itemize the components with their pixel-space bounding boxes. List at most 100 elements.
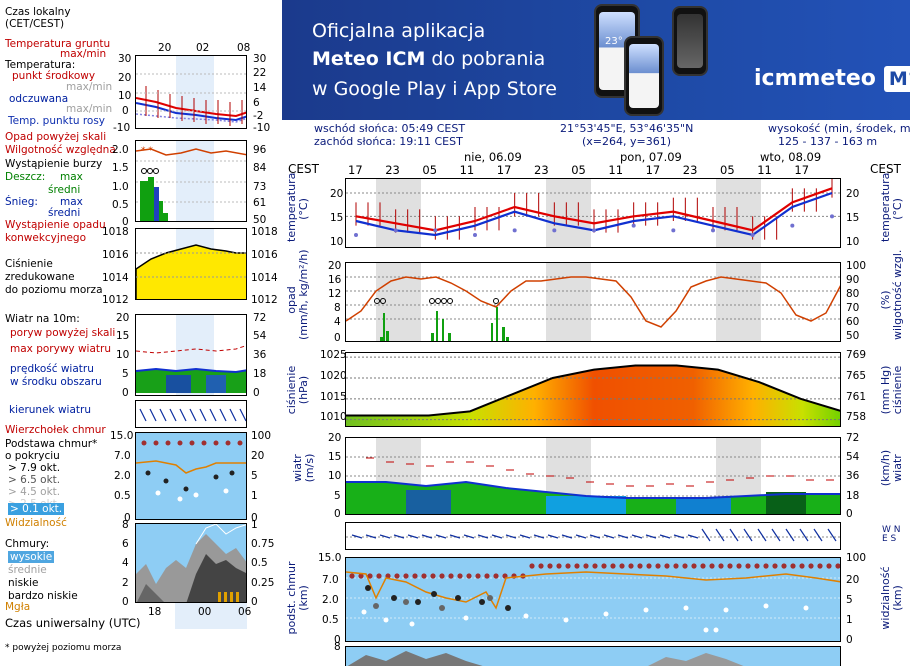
wind-right-0: 0 xyxy=(253,387,260,399)
temp-left-10: 10 xyxy=(118,90,132,102)
cloud-top-dot xyxy=(664,563,670,569)
hour-tick: 05 xyxy=(422,163,438,177)
temp-left-neg10: -10 xyxy=(113,122,131,134)
gust-max-label: max porywy wiatru xyxy=(10,343,112,355)
base-left-05: 0.5 xyxy=(114,490,131,502)
storm-label: Wystąpienie burzy xyxy=(5,158,103,170)
bottom-tick-2: 00 xyxy=(198,606,212,618)
wind-left-20: 20 xyxy=(116,312,130,324)
wind-right-54: 54 xyxy=(253,330,267,342)
grid-text: (x=264, y=361) xyxy=(582,135,672,148)
hour-tick: 23 xyxy=(682,163,698,177)
wind-right-72: 72 xyxy=(253,312,267,324)
cloud-top-dot xyxy=(547,563,553,569)
temp-axis-r15: 15 xyxy=(846,212,860,224)
hour-tick: 23 xyxy=(534,163,549,177)
precip-left-15: 1.5 xyxy=(112,162,129,174)
wind-direction-panel xyxy=(345,522,841,550)
windkmh-axis-0: 0 xyxy=(846,508,853,520)
cloud-top-dot xyxy=(493,573,499,579)
promo-banner[interactable]: Oficjalna aplikacja Meteo ICM do pobrani… xyxy=(282,0,910,120)
precip-above-label: Opad powyżej skali xyxy=(5,131,107,143)
cloud-right-075: 0.75 xyxy=(251,538,275,550)
cloud-top-dot xyxy=(700,563,706,569)
temp-axis-label-right: temperatura (°C) xyxy=(879,172,904,242)
cloudbase-axis-label: podst. chmur (km) xyxy=(285,561,310,635)
soil-maxmin-label: max/min xyxy=(60,48,107,60)
day-label-3: wto, 08.09 xyxy=(760,150,822,164)
hour-tick: 17 xyxy=(645,163,661,177)
dew-point-point xyxy=(671,228,676,233)
precip-left-05: 0.5 xyxy=(112,199,129,211)
hour-tick: 17 xyxy=(348,163,363,177)
cloud-right-05: 0.5 xyxy=(251,557,268,569)
cloud-top-dot xyxy=(799,563,805,569)
cloud-top-dot xyxy=(610,563,616,569)
wind-left-0: 0 xyxy=(122,387,129,399)
precip-right-84: 84 xyxy=(253,162,267,174)
cloudbase-panel xyxy=(345,557,841,642)
dew-point-point xyxy=(512,228,517,233)
precip-right-61: 61 xyxy=(253,197,267,209)
legend-winddir-panel xyxy=(135,400,247,428)
cloud-top-dot xyxy=(646,563,652,569)
cloud-top-dot xyxy=(601,563,607,569)
pressmm-axis-769: 769 xyxy=(846,349,867,361)
pressure-panel xyxy=(345,352,841,427)
cloud-top-dot xyxy=(592,563,598,569)
legend-temp-panel xyxy=(135,55,247,129)
phone-image-3 xyxy=(672,6,708,76)
windkmh-axis-54: 54 xyxy=(846,451,860,463)
wind-left-5: 5 xyxy=(122,368,129,380)
cloud-top-dot xyxy=(691,563,697,569)
meteogram: CEST CEST nie, 06.09 pon, 07.09 wto, 08.… xyxy=(282,150,910,666)
press-left-1012: 1012 xyxy=(102,294,129,306)
svg-text:* *: * * xyxy=(141,146,153,156)
night-band xyxy=(546,179,591,247)
legend-panel: Czas lokalny (CET/CEST) 20 02 08 Tempera… xyxy=(0,0,282,660)
press-left-1018: 1018 xyxy=(102,226,129,238)
precip-axis-20: 20 xyxy=(328,260,342,272)
wind-right-36: 36 xyxy=(253,349,267,361)
feels-maxmin-label: max/min xyxy=(66,103,113,115)
cloud-top-dot xyxy=(475,573,481,579)
hum-axis-90: 90 xyxy=(846,274,860,286)
cloud-top-dot xyxy=(709,563,715,569)
windkmh-axis-72: 72 xyxy=(846,432,860,444)
dew-point-point xyxy=(631,223,636,228)
press-axis-1010: 1010 xyxy=(320,411,347,423)
base-left-7: 7.0 xyxy=(114,450,131,462)
cloud-top-dot xyxy=(655,563,661,569)
cloud-top-dot xyxy=(430,573,436,579)
vis-axis-0: 0 xyxy=(846,634,853,646)
cloud-right-025: 0.25 xyxy=(251,577,275,589)
temp-axis-10: 10 xyxy=(330,236,344,248)
sunset-text: zachód słońca: 19:11 CEST xyxy=(314,135,463,148)
pressure-area xyxy=(346,365,840,426)
top-tick-1: 20 xyxy=(158,42,172,54)
legend-precip-panel: * * xyxy=(135,140,247,222)
wind-mean-label: prędkość wiatru xyxy=(10,363,94,375)
cloud-top-dot xyxy=(781,563,787,569)
wind-axis-label: wiatr (m/s) xyxy=(291,453,316,483)
precip-axis-0: 0 xyxy=(334,332,341,344)
cloud-top-dot xyxy=(637,563,643,569)
pressure-chart xyxy=(346,356,840,426)
day-label-2: pon, 07.09 xyxy=(620,150,682,164)
coords-text: 21°53'45"E, 53°46'35"N xyxy=(560,122,694,135)
okt-45-label: > 4.5 okt. xyxy=(8,486,61,498)
dew-point-point xyxy=(433,228,438,233)
cloud-top-dot xyxy=(358,573,364,579)
hour-tick: 11 xyxy=(608,163,624,177)
hour-axis: 17 23 05 11 17 23 05 11 17 23 05 11 17 xyxy=(282,163,910,177)
cloud-mid-label: średnie xyxy=(8,564,47,576)
precip-axis-4: 4 xyxy=(334,316,341,328)
cloud-left-6: 6 xyxy=(122,538,129,550)
night-band xyxy=(716,179,761,247)
temp-left-0: 0 xyxy=(122,105,129,117)
temp-right-30: 30 xyxy=(253,53,267,65)
base-right-1: 1 xyxy=(251,490,258,502)
bottom-tick-1: 18 xyxy=(148,606,162,618)
cloud-top-dot xyxy=(529,563,535,569)
